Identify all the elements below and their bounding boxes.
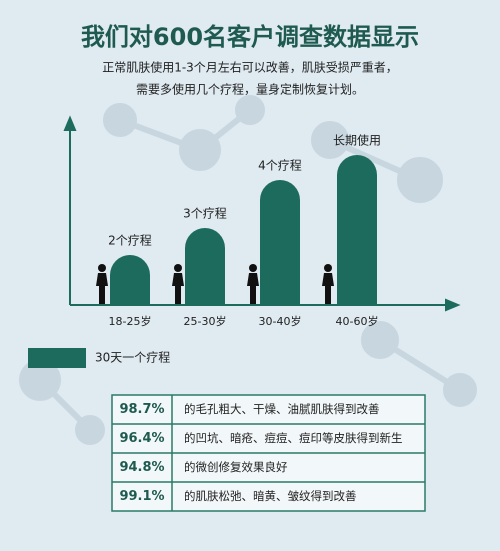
molecule-decoration: [19, 95, 477, 445]
subtitle: 正常肌肤使用1-3个月左右可以改善，肌肤受损严重者，: [102, 60, 398, 75]
bar: [260, 180, 300, 305]
chart-title: 我们对600名客户调查数据显示: [81, 23, 419, 51]
subtitle: 需要多使用几个疗程，量身定制恢复计划。: [136, 82, 364, 97]
table-percent: 98.7%: [119, 402, 164, 417]
data-table: 98.7% 的毛孔粗大、干燥、油腻肌肤得到改善 96.4% 的凹坑、暗疮、痘痘、痘印等…: [111, 394, 426, 512]
table-percent: 99.1%: [119, 489, 164, 504]
bar: [110, 255, 150, 305]
table-text: 的毛孔粗大、干燥、油腻肌肤得到改善: [184, 402, 380, 416]
x-tick-label: 40-60岁: [336, 314, 379, 328]
bar-label: 2个疗程: [108, 233, 152, 248]
x-tick-label: 30-40岁: [259, 314, 302, 328]
legend-label: 30天一个疗程: [95, 350, 170, 365]
table-text: 的微创修复效果良好: [184, 460, 288, 474]
table-text: 的肌肤松弛、暗黄、皱纹得到改善: [184, 489, 357, 503]
table-text: 的凹坑、暗疮、痘痘、痘印等皮肤得到新生: [184, 431, 403, 445]
legend-swatch: [28, 348, 86, 368]
x-tick-label: 25-30岁: [184, 314, 227, 328]
x-tick-label: 18-25岁: [109, 314, 152, 328]
bar-label: 3个疗程: [183, 206, 227, 221]
table-percent: 94.8%: [119, 460, 164, 475]
bar: [337, 155, 377, 305]
bar-label: 4个疗程: [258, 158, 302, 173]
silhouettes: [96, 264, 334, 304]
table-percent: 96.4%: [119, 431, 164, 446]
bar: [185, 228, 225, 305]
bar-label: 长期使用: [333, 133, 381, 148]
